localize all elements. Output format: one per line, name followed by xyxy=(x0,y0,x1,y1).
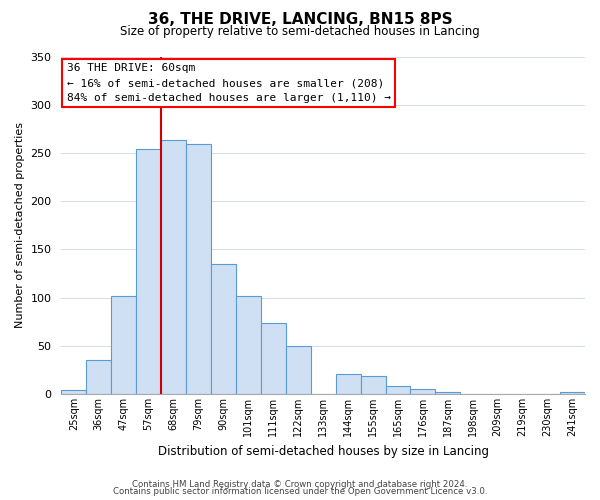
Bar xyxy=(161,140,186,394)
Bar xyxy=(136,149,161,394)
X-axis label: Distribution of semi-detached houses by size in Lancing: Distribution of semi-detached houses by … xyxy=(158,444,489,458)
Text: Size of property relative to semi-detached houses in Lancing: Size of property relative to semi-detach… xyxy=(120,25,480,38)
Bar xyxy=(335,374,361,394)
Bar xyxy=(560,392,585,394)
Bar xyxy=(236,296,261,394)
Text: 36, THE DRIVE, LANCING, BN15 8PS: 36, THE DRIVE, LANCING, BN15 8PS xyxy=(148,12,452,28)
Bar xyxy=(410,389,436,394)
Bar xyxy=(386,386,410,394)
Bar xyxy=(61,390,86,394)
Bar xyxy=(261,322,286,394)
Bar xyxy=(186,144,211,394)
Bar xyxy=(361,376,386,394)
Bar xyxy=(436,392,460,394)
Text: Contains public sector information licensed under the Open Government Licence v3: Contains public sector information licen… xyxy=(113,487,487,496)
Text: 36 THE DRIVE: 60sqm
← 16% of semi-detached houses are smaller (208)
84% of semi-: 36 THE DRIVE: 60sqm ← 16% of semi-detach… xyxy=(67,64,391,103)
Text: Contains HM Land Registry data © Crown copyright and database right 2024.: Contains HM Land Registry data © Crown c… xyxy=(132,480,468,489)
Bar xyxy=(211,264,236,394)
Bar xyxy=(86,360,111,394)
Y-axis label: Number of semi-detached properties: Number of semi-detached properties xyxy=(15,122,25,328)
Bar xyxy=(286,346,311,394)
Bar xyxy=(111,296,136,394)
